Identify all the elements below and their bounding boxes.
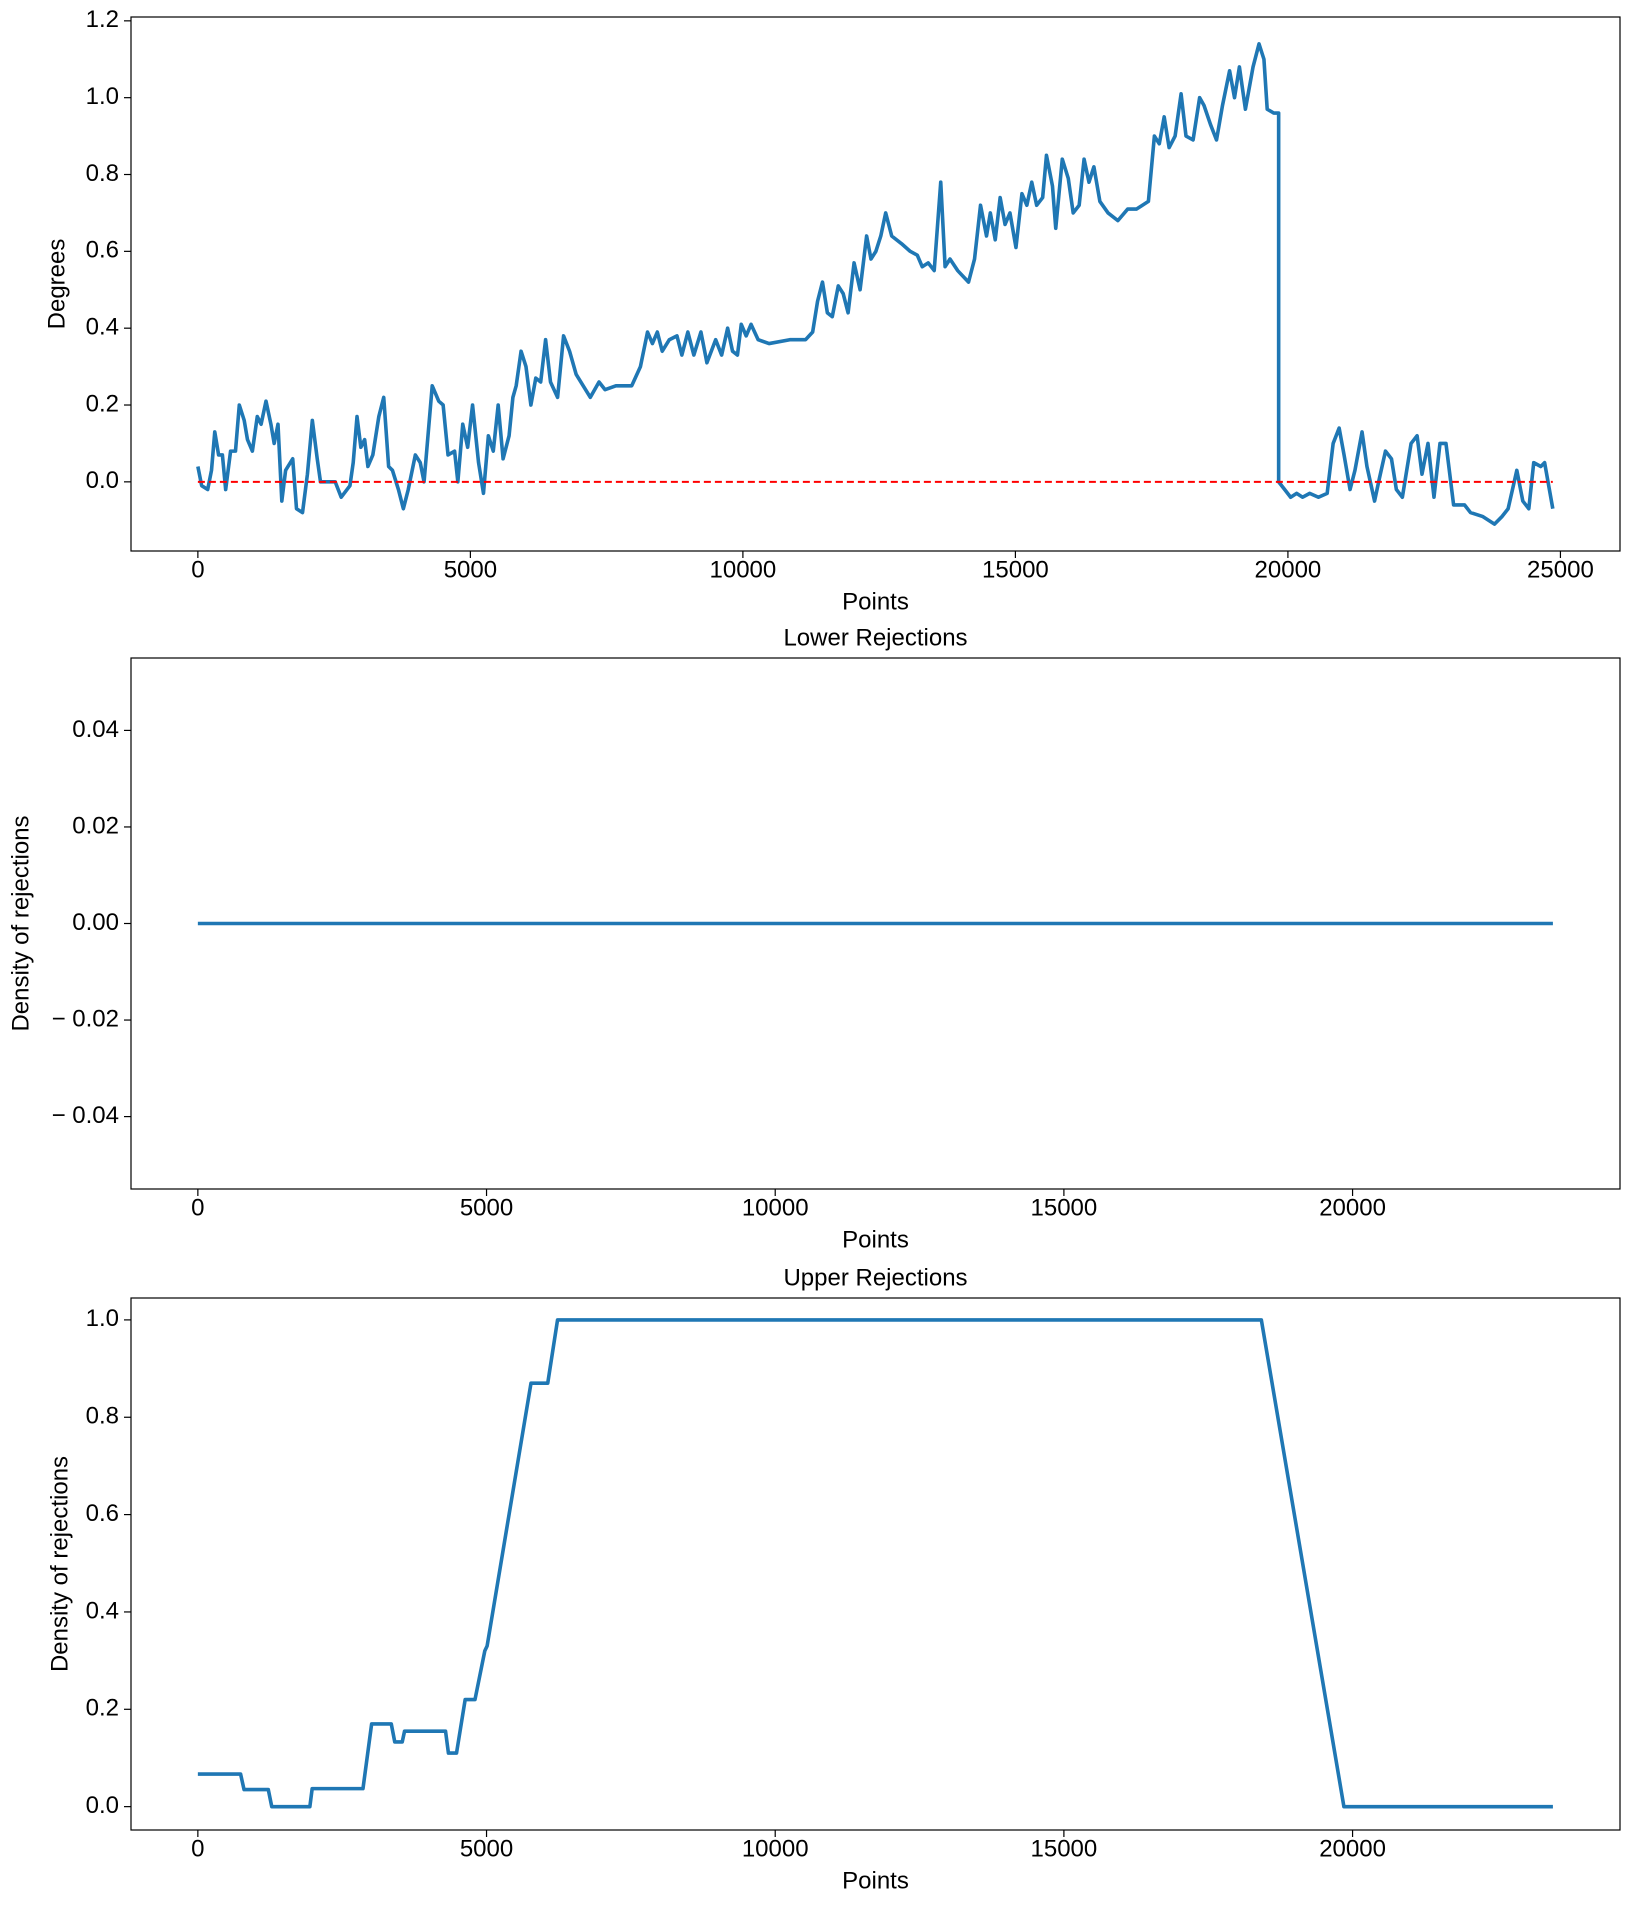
y-tick-label: 0.6 — [86, 237, 119, 264]
x-tick-label: 20000 — [1319, 1194, 1386, 1221]
x-tick-label: 0 — [191, 1194, 204, 1221]
axes-frame — [130, 1297, 1621, 1831]
y-tick-label: 1.0 — [86, 83, 119, 110]
x-tick-label: 0 — [191, 556, 204, 583]
data-line — [196, 42, 1555, 526]
x-axis-label: Points — [842, 1867, 909, 1894]
data-line — [197, 1318, 1553, 1809]
axes-frame — [130, 657, 1621, 1190]
axes-frame — [130, 16, 1621, 552]
y-tick-label: 0.8 — [86, 1403, 119, 1430]
y-tick-label: 1.0 — [86, 1305, 119, 1332]
x-tick-label: 5000 — [444, 556, 497, 583]
y-tick-label: 1.2 — [86, 6, 119, 33]
x-tick-label: 0 — [191, 1835, 204, 1862]
y-axis-label: Degrees — [43, 239, 70, 330]
y-tick-label: − 0.04 — [52, 1102, 119, 1129]
y-tick-label: 0.6 — [86, 1500, 119, 1527]
y-tick-label: 0.2 — [86, 1695, 119, 1722]
chart-title: Lower Rejections — [783, 624, 967, 651]
y-tick-label: 0.2 — [86, 390, 119, 417]
y-axis-label: Density of rejections — [7, 815, 34, 1031]
x-tick-label: 15000 — [1031, 1835, 1098, 1862]
y-tick-label: 0.8 — [86, 160, 119, 187]
x-tick-label: 5000 — [460, 1194, 513, 1221]
x-tick-label: 20000 — [1319, 1835, 1386, 1862]
y-tick-label: 0.00 — [72, 909, 119, 936]
y-axis-label: Density of rejections — [46, 1456, 73, 1672]
x-axis-label: Points — [842, 588, 909, 615]
x-tick-label: 20000 — [1255, 556, 1322, 583]
x-axis-label: Points — [842, 1226, 909, 1253]
y-tick-label: 0.0 — [86, 467, 119, 494]
x-tick-label: 10000 — [710, 556, 777, 583]
x-tick-label: 15000 — [1031, 1194, 1098, 1221]
x-tick-label: 25000 — [1527, 556, 1594, 583]
x-tick-label: 10000 — [742, 1835, 809, 1862]
y-tick-label: 0.4 — [86, 314, 119, 341]
y-tick-label: 0.04 — [72, 716, 119, 743]
y-tick-label: 0.0 — [86, 1792, 119, 1819]
x-tick-label: 5000 — [460, 1835, 513, 1862]
y-tick-label: 0.02 — [72, 812, 119, 839]
x-tick-label: 15000 — [982, 556, 1049, 583]
y-tick-label: − 0.02 — [52, 1005, 119, 1032]
y-tick-label: 0.4 — [86, 1597, 119, 1624]
x-tick-label: 10000 — [742, 1194, 809, 1221]
chart-title: Upper Rejections — [783, 1264, 967, 1291]
